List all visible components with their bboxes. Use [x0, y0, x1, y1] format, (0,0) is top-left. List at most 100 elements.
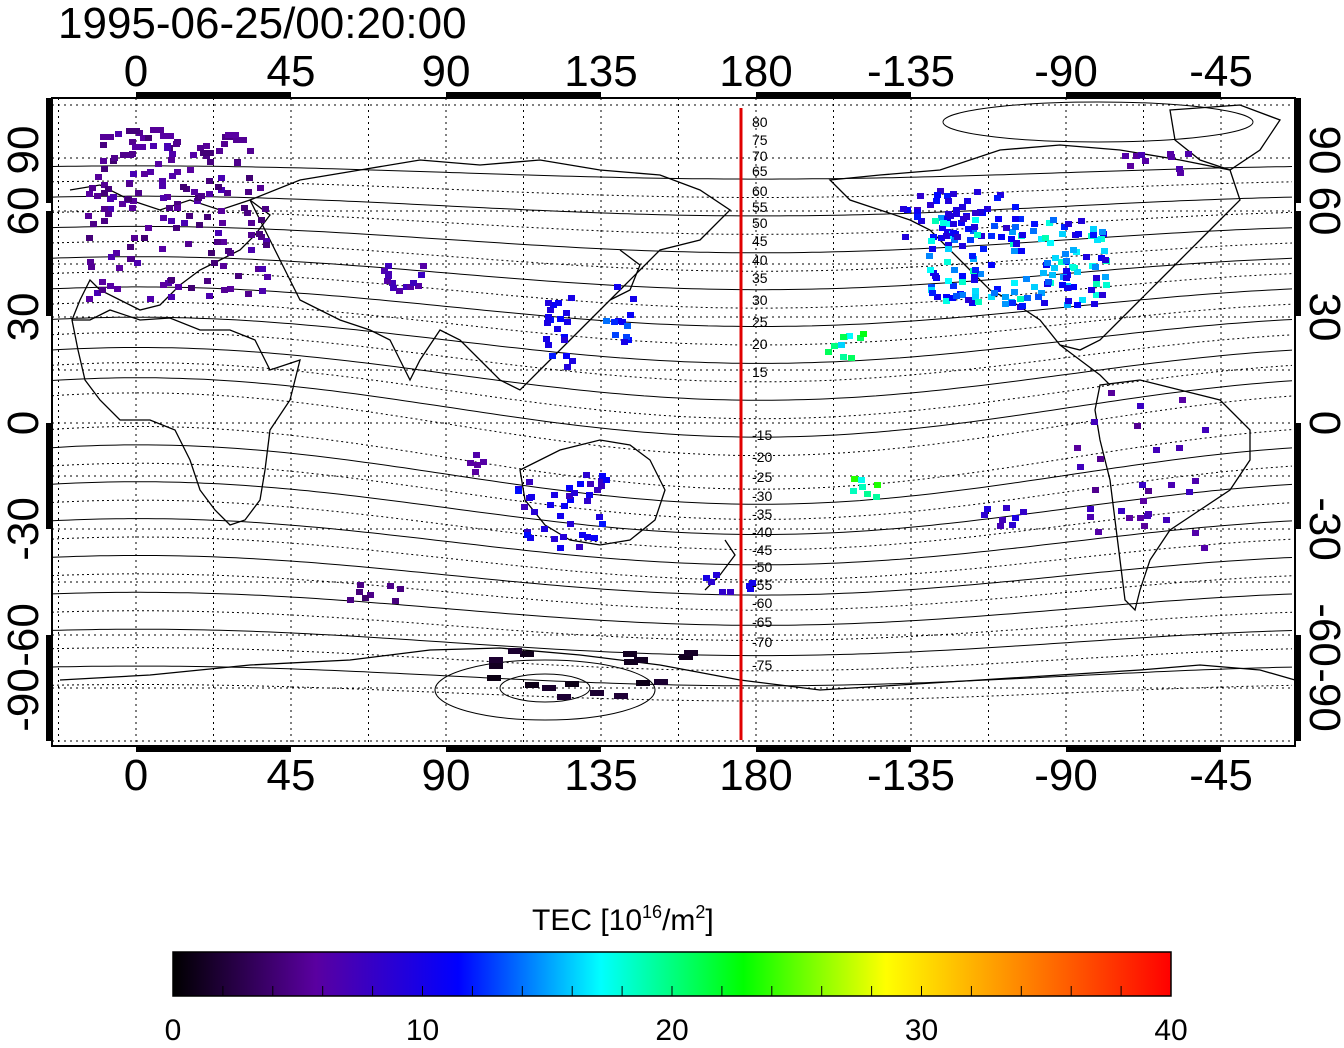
coast-australia [519, 439, 666, 546]
top-lon-label: 135 [564, 47, 637, 96]
tec-point [949, 295, 956, 301]
tec-point [934, 294, 941, 300]
tec-point [630, 296, 637, 302]
top-lon-label: 90 [422, 47, 471, 96]
tec-point [859, 484, 866, 490]
tec-point [953, 207, 960, 213]
left-lat-label: 0 [0, 411, 48, 435]
tec-point [160, 282, 167, 288]
tec-point [1013, 241, 1020, 247]
tec-point [487, 675, 501, 681]
mlat-contour [51, 462, 1293, 520]
tec-point [945, 246, 952, 252]
tec-point [972, 210, 979, 216]
tec-point [1088, 287, 1095, 293]
tec-point [563, 310, 570, 316]
tec-point [1069, 264, 1076, 270]
tec-point [634, 657, 648, 663]
tec-point [611, 319, 618, 325]
bottom-lon-label: 135 [564, 751, 637, 800]
tec-point [1012, 204, 1019, 210]
tec-point [225, 132, 239, 138]
tec-point [94, 193, 101, 199]
tec-point [547, 502, 554, 508]
tec-point [198, 193, 205, 199]
tec-point [612, 332, 619, 338]
tec-point [381, 268, 388, 274]
tec-point [684, 650, 698, 656]
tec-point [959, 279, 966, 285]
tec-point [873, 494, 880, 500]
top-lon-label: 45 [267, 47, 316, 96]
tec-point [594, 487, 601, 493]
tec-point [1192, 530, 1199, 536]
mlat-label: -65 [752, 614, 772, 630]
tec-point [1008, 236, 1015, 242]
bottom-lon-label: 0 [124, 751, 148, 800]
tec-point [203, 143, 210, 149]
tec-point [1009, 229, 1016, 235]
timestamp-title: 1995-06-25/00:20:00 [58, 0, 467, 48]
tec-point [206, 293, 213, 299]
tec-point [970, 228, 977, 234]
tec-point [541, 526, 548, 532]
tec-point [1042, 235, 1049, 241]
tec-point [1044, 260, 1051, 266]
tec-point [1020, 509, 1027, 515]
tec-point [938, 235, 945, 241]
top-lon-label: -135 [867, 47, 955, 96]
tec-point [576, 544, 583, 550]
tec-point [565, 681, 579, 687]
tec-point [197, 145, 204, 151]
mlat-contour [51, 665, 1293, 687]
tec-point [934, 192, 941, 198]
tec-point [543, 336, 550, 342]
tec-point [963, 214, 970, 220]
tec-point [392, 598, 399, 604]
tec-point [708, 579, 715, 585]
tec-point [944, 221, 951, 227]
tec-point [95, 174, 102, 180]
tec-point [902, 234, 909, 240]
mlat-label: -45 [752, 542, 772, 558]
bottom-lon-label: 180 [719, 751, 792, 800]
tec-point [1063, 268, 1070, 274]
tec-point [99, 287, 106, 293]
tec-point [627, 312, 634, 318]
tec-point [235, 273, 242, 279]
tec-point [207, 159, 214, 165]
tec-point [169, 151, 176, 157]
tec-point [126, 181, 133, 187]
tec-point [1041, 300, 1048, 306]
tec-point [100, 158, 107, 164]
magnetic-latitude-contours [51, 101, 1293, 721]
mlat-contour [51, 331, 1293, 383]
mlat-contour [51, 301, 1293, 346]
tec-point [1118, 508, 1125, 514]
tec-point [1062, 251, 1069, 257]
tec-point [1011, 289, 1018, 295]
mlat-contour [51, 536, 1293, 581]
mlat-contour [51, 555, 1293, 596]
right-lat-label: -60 [1300, 603, 1344, 667]
coast-south-america [1094, 379, 1251, 612]
mlat-contour [51, 499, 1293, 551]
mlat-contour [51, 210, 1293, 235]
tec-point [244, 210, 251, 216]
mlat-contour [51, 286, 1293, 327]
tec-point [126, 128, 140, 134]
tec-point [848, 355, 855, 361]
tec-point [110, 194, 117, 200]
border-bar-segment [46, 98, 52, 203]
tec-point [851, 476, 858, 482]
tec-point [387, 583, 394, 589]
tec-point [1097, 456, 1104, 462]
tec-point [264, 274, 271, 280]
tec-point [1003, 505, 1010, 511]
tec-point [220, 239, 227, 245]
tec-point [932, 218, 939, 224]
mlat-label: 20 [752, 336, 768, 352]
tec-point [579, 532, 586, 538]
mlat-label: 65 [752, 163, 768, 179]
mlat-label: -60 [752, 595, 772, 611]
